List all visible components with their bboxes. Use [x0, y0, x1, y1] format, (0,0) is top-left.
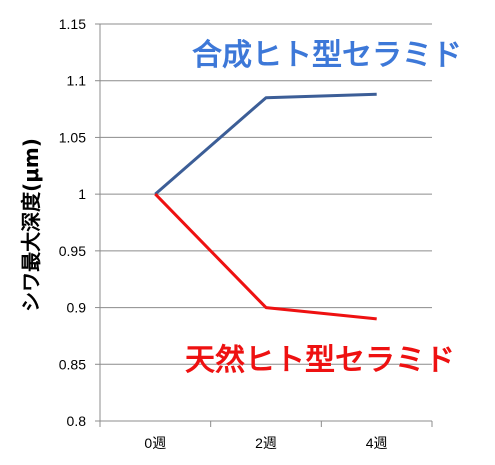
x-tick-labels: 0週 2週 4週 — [99, 421, 433, 451]
y-tick-label: 1.1 — [67, 73, 87, 89]
y-axis-title: シワ最大深度(μm) — [19, 138, 43, 312]
series-label-natural: 天然ヒト型セラミド — [185, 343, 455, 378]
y-tick-label: 0.8 — [67, 413, 87, 429]
series-line-1 — [154, 92, 377, 196]
grid-lines — [100, 23, 432, 365]
x-tick-label: 2週 — [255, 435, 277, 451]
y-tick-label: 1.05 — [59, 129, 86, 145]
series-line-2 — [154, 193, 377, 321]
series-label-synthetic: 合成ヒト型セラミド — [192, 38, 462, 73]
x-tick-label: 0週 — [144, 435, 166, 451]
x-tick-label: 4週 — [366, 435, 388, 451]
y-tick-label: 0.95 — [59, 243, 86, 259]
series-lines — [154, 92, 377, 321]
y-tick-label: 0.85 — [59, 356, 86, 372]
y-tick-labels: 0.8 0.85 0.9 0.95 1 1.05 1.1 1.15 — [59, 16, 100, 429]
y-tick-label: 1.15 — [59, 16, 86, 32]
y-tick-label: 0.9 — [67, 300, 87, 316]
y-tick-label: 1 — [78, 186, 86, 202]
axes — [95, 24, 432, 422]
